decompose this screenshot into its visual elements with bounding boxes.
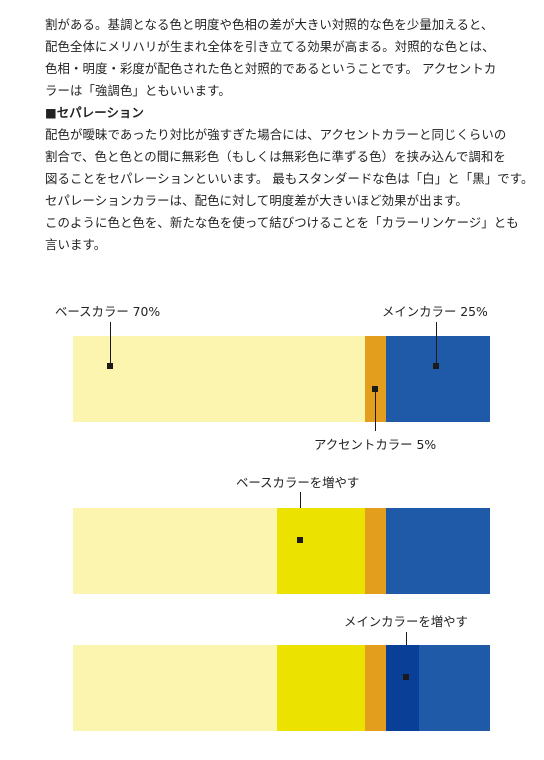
bar-segment-main [419, 645, 490, 731]
increase-base-marker [297, 537, 303, 543]
accent-color-label: アクセントカラー 5% [314, 437, 437, 452]
bar-segment-base [73, 645, 278, 731]
main-marker [433, 363, 439, 369]
bar-segment-accent [364, 645, 386, 731]
main-leader-line [436, 322, 437, 366]
accent-leader-line [375, 389, 376, 431]
base-leader-line [110, 322, 111, 366]
paragraph-line: ラーは「強調色」ともいいます。 [45, 83, 231, 98]
body-text: 割がある。基調となる色と明度や色相の差が大きい対照的な色を少量加えると、 配色全… [45, 14, 534, 256]
paragraph-line: 配色が曖昧であったり対比が強すぎた場合には、アクセントカラーと同じくらいの [45, 127, 507, 142]
main-color-label: メインカラー 25% [382, 304, 488, 319]
paragraph-line: 割がある。基調となる色と明度や色相の差が大きい対照的な色を少量加えると、 [45, 17, 494, 32]
color-ratio-bar-1 [73, 336, 490, 422]
bar-segment-main-increase [385, 645, 420, 731]
paragraph-line: 割合で、色と色との間に無彩色（もしくは無彩色に準ずる色）を挟み込んで調和を [45, 149, 506, 164]
section-heading: ■セパレーション [45, 105, 144, 120]
paragraph-line: このように色と色を、新たな色を使って結びつけることを「カラーリンケージ」とも [45, 215, 519, 230]
base-marker [107, 363, 113, 369]
bar-segment-accent [364, 508, 386, 594]
paragraph-line: セパレーションカラーは、配色に対して明度差が大きいほど効果が出ます。 [45, 193, 468, 208]
color-ratio-bar-3 [73, 645, 490, 731]
paragraph-line: 配色全体にメリハリが生まれ全体を引き立てる効果が高まる。対照的な色とは、 [45, 39, 495, 54]
paragraph-line: 図ることをセパレーションといいます。 最もスタンダードな色は「白」と「黒」です。 [45, 171, 534, 186]
bar-segment-accent [364, 336, 386, 422]
bar-segment-base [73, 336, 365, 422]
increase-main-label: メインカラーを増やす [344, 614, 468, 629]
bar-segment-main [385, 508, 490, 594]
increase-base-label: ベースカラーを増やす [236, 475, 360, 490]
bar-segment-main [385, 336, 490, 422]
bar-segment-base [73, 508, 278, 594]
bar-segment-base-increase [277, 508, 365, 594]
paragraph-line: 色相・明度・彩度が配色された色と対照的であるということです。 アクセントカ [45, 61, 497, 76]
paragraph-line: 言います。 [45, 237, 107, 252]
color-ratio-bar-2 [73, 508, 490, 594]
increase-main-marker [403, 674, 409, 680]
base-color-label: ベースカラー 70% [55, 304, 161, 319]
bar-segment-base-increase [277, 645, 365, 731]
